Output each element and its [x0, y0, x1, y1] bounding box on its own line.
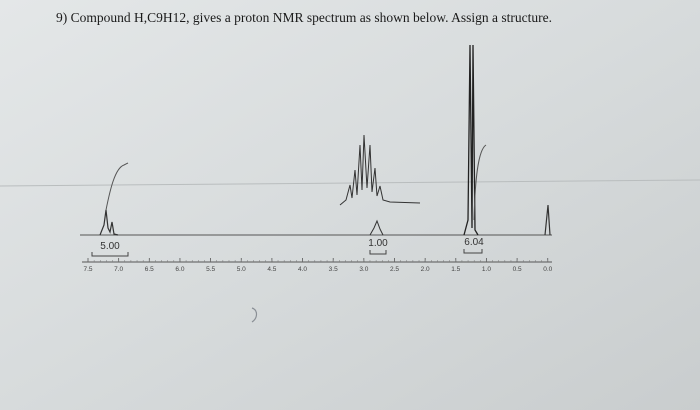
septet-small	[369, 219, 384, 236]
tick-label: 2.5	[390, 266, 399, 273]
integration-label: 5.00	[100, 241, 120, 252]
tick-label: 1.5	[451, 266, 460, 273]
integration-label: 6.04	[464, 237, 484, 248]
aromatic-peak	[99, 209, 119, 236]
integration-bracket	[369, 250, 387, 255]
question: 9) Compound H,C9H12, gives a proton NMR …	[56, 10, 552, 25]
integration-bracket	[91, 252, 129, 257]
pen-mark	[251, 307, 258, 323]
integral-curve	[105, 162, 129, 211]
tick-label: 6.0	[175, 266, 184, 273]
integration-label: 1.00	[368, 238, 388, 249]
tick-label: 3.0	[359, 266, 368, 273]
spectrum: 5.00 1.00 6.04 7.5 7.0 6.5 6.0 5.5 5.0 4.5 4.0 3…	[80, 44, 553, 273]
integral-curve	[473, 144, 487, 221]
tick-label: 4.5	[267, 266, 276, 273]
tick-label: 1.0	[482, 266, 491, 273]
tick-label: 0.0	[543, 266, 552, 273]
tick-label: 7.0	[114, 266, 123, 273]
tick-label: 2.0	[421, 266, 430, 273]
integration-bracket	[463, 249, 483, 254]
doublet-peak	[463, 44, 479, 236]
tick-label: 0.5	[513, 266, 522, 273]
tms-peak	[544, 204, 551, 236]
tick-label: 5.0	[237, 266, 246, 273]
tick-label: 5.5	[206, 266, 215, 273]
tick-label: 6.5	[145, 266, 154, 273]
page-fold	[0, 179, 700, 187]
tick-label: 3.5	[329, 266, 338, 273]
septet-expansion	[339, 134, 421, 206]
tick-label: 4.0	[298, 266, 307, 273]
tick-label: 7.5	[83, 266, 92, 273]
